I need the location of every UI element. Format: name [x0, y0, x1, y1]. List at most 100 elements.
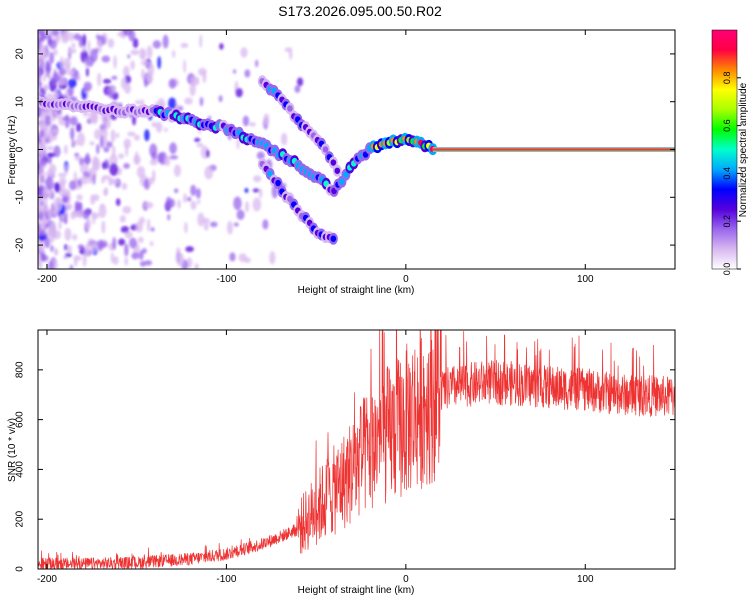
noise-blob [121, 182, 128, 191]
x-tick-label: -200 [37, 274, 57, 285]
noise-blob [54, 249, 59, 256]
noise-blob [149, 240, 154, 247]
noise-blob [82, 209, 90, 220]
noise-blob [151, 121, 158, 128]
noise-blob [109, 154, 118, 167]
noise-blob [47, 208, 53, 219]
noise-blob [111, 91, 119, 101]
noise-blob [258, 188, 263, 199]
noise-blob [232, 69, 237, 74]
noise-blob [133, 155, 141, 165]
x-tick-label: 100 [577, 274, 594, 285]
noise-blob [226, 220, 233, 235]
noise-blob [73, 33, 81, 41]
noise-blob [244, 69, 251, 78]
trace-core [334, 167, 341, 174]
snr-y-ticks: 0 200 400 600 800 [15, 361, 675, 572]
noise-blob [139, 47, 145, 60]
y-tick-label: 600 [15, 411, 26, 428]
noise-blob [112, 256, 119, 265]
noise-blob [96, 143, 100, 155]
noise-blob [92, 173, 96, 185]
noise-blob [219, 43, 224, 50]
noise-blob [62, 188, 71, 197]
noise-blob [204, 165, 214, 180]
noise-blob [288, 47, 293, 60]
noise-blob [63, 57, 71, 70]
colorbar-gradient [711, 29, 738, 270]
noise-blob [41, 204, 50, 213]
noise-blob [256, 151, 265, 160]
noise-blob [157, 152, 165, 164]
noise-blob [138, 250, 144, 261]
noise-blob [184, 97, 193, 105]
noise-blob [100, 203, 104, 208]
noise-blob [113, 55, 117, 69]
noise-blob [53, 205, 60, 214]
noise-blob [190, 76, 199, 87]
colorbar-tick-label: 0.0 [722, 263, 732, 276]
noise-blob [199, 96, 204, 107]
noise-blob [38, 67, 42, 81]
noise-blob [119, 215, 126, 223]
noise-blob [54, 182, 61, 194]
noise-blob [69, 180, 77, 191]
trace-core [330, 159, 337, 166]
noise-blob [164, 127, 168, 133]
noise-blob [135, 100, 141, 105]
noise-blob [77, 244, 85, 250]
noise-blob [50, 244, 54, 253]
noise-blob [122, 206, 132, 214]
noise-blob [183, 193, 187, 203]
noise-blob [94, 128, 101, 140]
noise-blob [64, 252, 73, 258]
noise-blob [203, 222, 209, 231]
noise-blob [38, 252, 42, 265]
x-tick-label: -100 [216, 274, 236, 285]
noise-blob [58, 68, 67, 76]
noise-blob [186, 196, 192, 202]
noise-blob [98, 203, 107, 218]
noise-blob [184, 221, 188, 234]
noise-blob [124, 256, 129, 266]
snr-x-ticks: -200 -100 0 100 [37, 330, 594, 585]
noise-blob [164, 155, 171, 167]
noise-blob [296, 77, 304, 87]
noise-blob [103, 147, 110, 153]
noise-blob [102, 78, 112, 84]
noise-blob [43, 126, 50, 139]
noise-blob [74, 152, 80, 157]
noise-blob [101, 220, 106, 234]
noise-blob [280, 132, 288, 146]
noise-blob [101, 175, 111, 180]
noise-blob [173, 164, 182, 177]
noise-blob [46, 62, 52, 73]
noise-blob [233, 196, 242, 211]
snr-x-axis-label: Height of straight line (km) [298, 585, 415, 596]
noise-blob [52, 71, 58, 85]
noise-blob [49, 39, 57, 50]
noise-blob [38, 241, 45, 253]
noise-blobs [38, 30, 304, 269]
noise-blob [46, 152, 56, 158]
noise-blob [69, 127, 75, 141]
noise-blob [141, 68, 145, 80]
noise-blob [253, 175, 262, 183]
x-tick-label: 100 [577, 574, 594, 585]
noise-blob [124, 74, 132, 84]
noise-blob [139, 260, 147, 267]
noise-blob [76, 194, 83, 201]
noise-blob [67, 245, 72, 254]
noise-blob [60, 32, 69, 44]
snr-series-line [38, 330, 675, 569]
noise-blob [150, 227, 155, 232]
noise-blob [233, 222, 239, 227]
noise-blob [109, 178, 118, 185]
noise-blob [109, 163, 119, 176]
noise-blob [269, 251, 276, 265]
noise-blob [190, 200, 197, 210]
noise-blob [97, 72, 102, 87]
noise-blob [40, 156, 47, 166]
noise-blob [38, 197, 41, 209]
noise-blob [242, 115, 250, 127]
